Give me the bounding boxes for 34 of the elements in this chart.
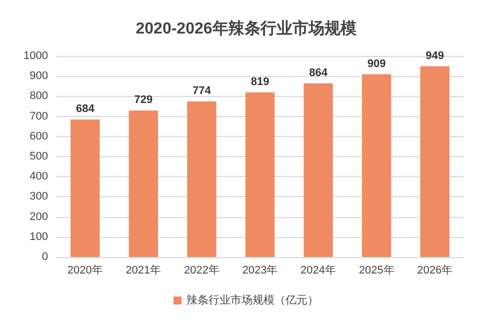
y-tick-label: 800 — [30, 90, 48, 102]
x-tick-label: 2024年 — [300, 264, 336, 276]
bar — [362, 74, 392, 257]
x-tick-label: 2025年 — [358, 264, 394, 276]
chart-title: 2020-2026年辣条行业市场规模 — [136, 20, 356, 38]
y-tick-label: 400 — [30, 170, 48, 183]
legend-label: 辣条行业市场规模（亿元） — [186, 294, 318, 306]
data-label: 864 — [309, 66, 328, 79]
x-tick-label: 2023年 — [242, 264, 278, 276]
y-tick-label: 600 — [30, 130, 48, 142]
bar — [245, 92, 275, 257]
y-tick-label: 500 — [30, 150, 48, 162]
y-tick-label: 300 — [30, 190, 48, 203]
bar — [70, 120, 100, 257]
y-tick-label: 700 — [30, 110, 48, 122]
x-tick-label: 2021年 — [126, 264, 162, 276]
y-tick-label: 100 — [30, 230, 48, 243]
data-label: 729 — [134, 94, 153, 106]
y-tick-label: 200 — [30, 210, 48, 223]
bar — [304, 83, 333, 257]
data-label: 774 — [192, 84, 212, 97]
x-tick-label: 2022年 — [184, 264, 220, 276]
data-label: 684 — [76, 103, 96, 116]
data-label: 909 — [367, 58, 386, 70]
y-tick-label: 1000 — [24, 50, 48, 62]
bar — [420, 66, 450, 257]
bar — [128, 110, 158, 257]
bar — [187, 101, 216, 257]
data-label: 819 — [250, 76, 270, 88]
y-tick-label: 900 — [30, 70, 48, 82]
data-label: 949 — [426, 50, 444, 62]
x-tick-label: 2026年 — [417, 264, 453, 276]
y-tick-label: 0 — [42, 251, 48, 263]
x-tick-label: 2020年 — [67, 264, 103, 276]
